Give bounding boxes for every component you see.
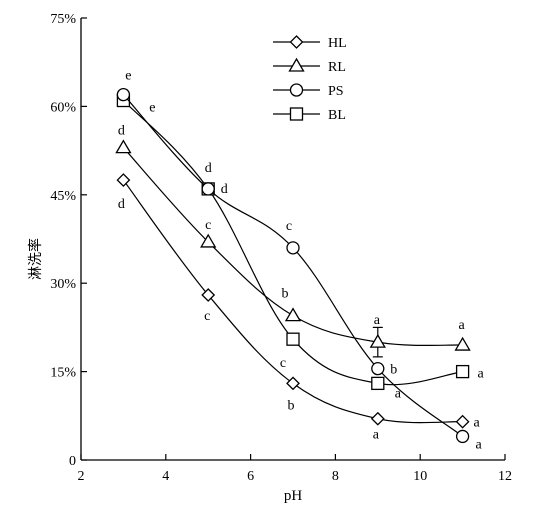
significance-label: c	[204, 309, 210, 324]
legend-entry-PS: PS	[273, 83, 344, 99]
legend-entry-RL: RL	[273, 57, 346, 75]
legend-label: RL	[328, 60, 346, 75]
point-HL	[455, 414, 470, 429]
significance-label: a	[374, 313, 381, 328]
significance-label: a	[395, 386, 402, 401]
series-line-HL	[122, 179, 463, 424]
legend-entry-BL: BL	[273, 107, 346, 123]
series-layer	[115, 87, 471, 444]
significance-label: c	[286, 219, 292, 234]
x-tick-label: 2	[78, 469, 85, 484]
point-RL	[115, 139, 132, 154]
series-RL	[115, 139, 471, 358]
legend-marker	[289, 83, 304, 97]
significance-label: b	[282, 287, 289, 302]
x-tick-label: 6	[247, 469, 254, 484]
series-line-RL	[122, 147, 463, 346]
y-tick-label: 30%	[50, 277, 76, 292]
significance-label: d	[118, 197, 125, 212]
point-BL	[286, 332, 300, 346]
series-HL	[116, 173, 470, 429]
significance-label: a	[473, 416, 480, 431]
significance-label: c	[205, 218, 211, 233]
point-HL	[370, 411, 385, 426]
series-line-BL	[122, 100, 463, 386]
x-tick-label: 10	[413, 469, 427, 484]
significance-label: d	[205, 161, 212, 176]
point-PS	[455, 429, 470, 444]
significance-label: a	[477, 367, 484, 382]
legend-marker	[289, 35, 304, 49]
significance-label: a	[458, 318, 465, 333]
ticks: 0 15% 30% 45% 60% 75% 2 4 6 8 10 12	[50, 12, 512, 484]
significance-label: d	[118, 124, 125, 139]
legend-label: BL	[328, 108, 346, 123]
y-axis-title: 淋洗率	[27, 238, 44, 280]
point-RL	[454, 336, 471, 351]
x-tick-label: 8	[332, 469, 339, 484]
x-tick-label: 12	[498, 469, 512, 484]
point-HL	[116, 173, 131, 187]
y-tick-label: 0	[69, 454, 76, 469]
significance-label: b	[390, 363, 397, 378]
y-tick-label: 45%	[50, 189, 76, 204]
point-RL	[284, 307, 302, 322]
significance-label: a	[373, 428, 380, 443]
axes	[80, 18, 505, 461]
point-PS	[201, 182, 215, 196]
legend-label: PS	[328, 84, 344, 99]
point-PS	[371, 362, 385, 376]
significance-label: e	[149, 101, 155, 116]
point-RL	[369, 333, 386, 348]
point-BL	[455, 364, 470, 379]
y-tick-label: 60%	[50, 100, 76, 115]
point-PS	[286, 241, 300, 255]
legend-entry-HL: HL	[273, 35, 347, 51]
x-axis-title: pH	[284, 488, 303, 504]
point-HL	[201, 288, 216, 302]
x-tick-label: 4	[162, 469, 169, 484]
y-tick-label: 15%	[50, 366, 76, 381]
significance-label: c	[280, 356, 286, 371]
point-HL	[286, 376, 300, 391]
series-PS	[116, 87, 470, 444]
y-tick-label: 75%	[50, 12, 76, 27]
significance-label: e	[125, 69, 131, 84]
legend-marker	[289, 107, 304, 121]
legend-marker	[288, 57, 305, 72]
significance-label: b	[288, 398, 295, 413]
legend-label: HL	[328, 36, 347, 51]
point-RL	[200, 233, 217, 248]
point-PS	[116, 87, 131, 102]
significance-label: d	[221, 182, 228, 197]
legend: HL RL PS BL	[273, 35, 347, 123]
significance-label: a	[475, 437, 482, 452]
point-BL	[371, 376, 385, 391]
